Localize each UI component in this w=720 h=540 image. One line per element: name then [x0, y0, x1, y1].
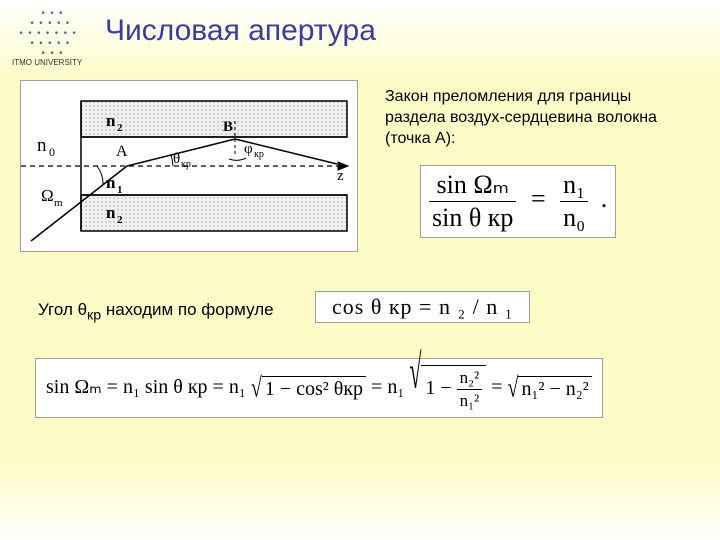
svg-text:m: m	[54, 197, 63, 209]
eq1-lhs-den: sin θ кр	[432, 203, 513, 232]
itmo-logo: • • • • • • • • • • • • • • • • • • • • …	[12, 10, 82, 68]
theta-label: Угол θкр находим по формуле	[38, 300, 274, 323]
svg-text:n: n	[106, 203, 116, 222]
eq1-rhs-den: n₀	[563, 203, 585, 232]
svg-text:z: z	[337, 168, 344, 184]
equation-cos-theta: cos θ кр = n ₂ / n ₁	[315, 291, 530, 323]
svg-text:A: A	[116, 143, 128, 160]
svg-text:θ: θ	[173, 151, 180, 167]
slide: • • • • • • • • • • • • • • • • • • • • …	[0, 0, 720, 540]
svg-text:n: n	[106, 173, 116, 192]
svg-text:0: 0	[49, 145, 55, 159]
fiber-diagram: n 0 n 2 n 1 n 2 A B z Ω m θ кр φ кр	[20, 80, 358, 252]
svg-text:Ω: Ω	[41, 186, 54, 205]
eq1-lhs-num: sin Ωₘ	[437, 170, 509, 199]
svg-text:кр: кр	[254, 149, 264, 160]
page-title: Числовая апертура	[105, 14, 376, 48]
svg-text:n: n	[106, 111, 116, 130]
refraction-law-text: Закон преломления для границы раздела во…	[385, 87, 690, 149]
svg-text:B: B	[223, 119, 233, 135]
eq1-trailing: .	[595, 184, 608, 213]
logo-text: ITMO UNIVERSITY	[12, 59, 82, 68]
svg-text:φ: φ	[244, 141, 253, 157]
svg-text:n: n	[37, 135, 47, 156]
svg-text:кр: кр	[181, 159, 191, 170]
svg-text:1: 1	[117, 184, 123, 196]
eq1-rhs-num: n₁	[563, 170, 585, 199]
svg-text:2: 2	[117, 122, 123, 134]
equation-snell-ratio: sin Ωₘ sin θ кр = n₁ n₀ .	[420, 165, 616, 238]
equation-derivation: sin Ωₘ = n₁ sin θ кр = n₁ √1 − cos² θкр …	[35, 358, 603, 418]
svg-text:2: 2	[117, 214, 123, 226]
